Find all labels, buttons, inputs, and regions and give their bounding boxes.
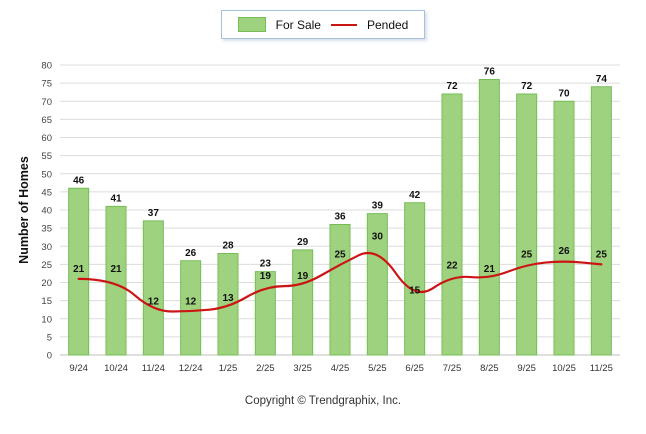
x-tick-label: 10/25: [552, 363, 576, 374]
y-tick-label: 50: [41, 169, 52, 180]
for-sale-value-label: 76: [484, 67, 496, 78]
for-sale-bar: [254, 271, 276, 356]
x-tick-label: 11/24: [142, 363, 165, 374]
for-sale-bar: [590, 86, 612, 356]
y-tick-label: 55: [41, 151, 52, 162]
x-tick-label: 1/25: [219, 363, 238, 374]
pended-value-label: 19: [297, 271, 309, 282]
y-tick-label: 30: [41, 242, 52, 253]
pended-line-swatch-icon: [330, 23, 357, 26]
pended-value-label: 25: [596, 249, 608, 260]
for-sale-value-label: 26: [185, 248, 197, 259]
y-tick-label: 65: [41, 115, 52, 126]
x-tick-label: 9/25: [517, 363, 536, 374]
pended-value-label: 15: [409, 286, 421, 297]
x-tick-label: 11/25: [590, 363, 613, 374]
x-tick-label: 6/25: [405, 363, 424, 374]
pended-value-label: 21: [73, 264, 85, 275]
y-axis-title: Number of Homes: [17, 156, 31, 264]
pended-value-label: 25: [521, 249, 533, 260]
for-sale-bar: [142, 220, 164, 356]
x-tick-label: 9/24: [69, 363, 88, 374]
for-sale-bar: [478, 79, 500, 356]
pended-value-label: 22: [446, 260, 458, 271]
for-sale-value-label: 23: [260, 259, 272, 270]
pended-line: [77, 251, 603, 313]
y-tick-label: 40: [41, 206, 52, 217]
y-tick-label: 25: [41, 260, 52, 271]
pended-value-label: 12: [185, 297, 197, 308]
pended-value-label: 13: [222, 293, 234, 304]
for-sale-bar: [180, 260, 202, 356]
y-tick-label: 10: [41, 314, 52, 325]
for-sale-value-label: 74: [596, 74, 608, 85]
x-tick-label: 7/25: [443, 363, 462, 374]
for-sale-value-label: 39: [372, 201, 384, 212]
for-sale-bar: [516, 93, 538, 356]
pended-value-label: 30: [372, 231, 384, 242]
for-sale-bar: [105, 205, 127, 356]
legend-label-for-sale: For Sale: [275, 17, 321, 32]
for-sale-value-label: 28: [222, 241, 234, 252]
pended-value-label: 21: [110, 264, 122, 275]
y-tick-label: 5: [47, 332, 52, 343]
pended-value-label: 25: [334, 249, 346, 260]
chart-legend: For Sale Pended: [220, 10, 426, 39]
y-tick-label: 60: [41, 133, 52, 144]
copyright-text: Copyright © Trendgraphix, Inc.: [244, 395, 402, 407]
y-tick-label: 0: [47, 351, 52, 362]
x-tick-label: 4/25: [331, 363, 350, 374]
for-sale-bar: [404, 202, 426, 356]
for-sale-value-label: 42: [409, 190, 421, 201]
x-tick-label: 5/25: [368, 363, 387, 374]
x-tick-label: 8/25: [480, 363, 499, 374]
chart-canvas: 0 5 10 15 20 25 30 35 40 45 50 55 60 65 70 75 80 Number o…: [17, 61, 620, 374]
for-sale-value-label: 72: [521, 81, 533, 92]
for-sale-value-label: 37: [148, 208, 160, 219]
pended-value-label: 12: [148, 297, 160, 308]
for-sale-swatch-icon: [237, 17, 266, 32]
x-tick-label: 3/25: [293, 363, 312, 374]
for-sale-value-label: 36: [334, 212, 346, 223]
for-sale-value-label: 46: [73, 175, 85, 186]
y-tick-label: 15: [41, 296, 52, 307]
for-sale-bar: [292, 249, 314, 356]
pended-value-label: 19: [260, 271, 272, 282]
for-sale-bar: [441, 93, 463, 356]
for-sale-bar: [553, 100, 575, 356]
for-sale-bar: [68, 187, 90, 356]
for-sale-value-label: 70: [558, 88, 570, 99]
legend-label-pended: Pended: [366, 17, 409, 32]
for-sale-bar: [329, 224, 351, 356]
y-tick-label: 35: [41, 224, 52, 235]
y-tick-label: 75: [41, 79, 52, 90]
for-sale-value-label: 41: [110, 193, 122, 204]
x-tick-label: 2/25: [256, 363, 275, 374]
for-sale-bar: [217, 253, 239, 356]
x-tick-label: 12/24: [179, 363, 203, 374]
for-sale-bar: [366, 213, 388, 356]
y-tick-label: 45: [41, 187, 52, 198]
x-tick-label: 10/24: [104, 363, 128, 374]
y-tick-label: 20: [41, 278, 52, 289]
pended-value-label: 26: [558, 246, 570, 257]
y-tick-label: 80: [41, 61, 52, 72]
pended-value-label: 21: [484, 264, 496, 275]
for-sale-value-label: 72: [446, 81, 458, 92]
chart-area: 0 5 10 15 20 25 30 35 40 45 50 55 60 65 70 75 80 Number o…: [16, 43, 646, 393]
for-sale-value-label: 29: [297, 237, 309, 248]
y-tick-label: 70: [41, 97, 52, 108]
